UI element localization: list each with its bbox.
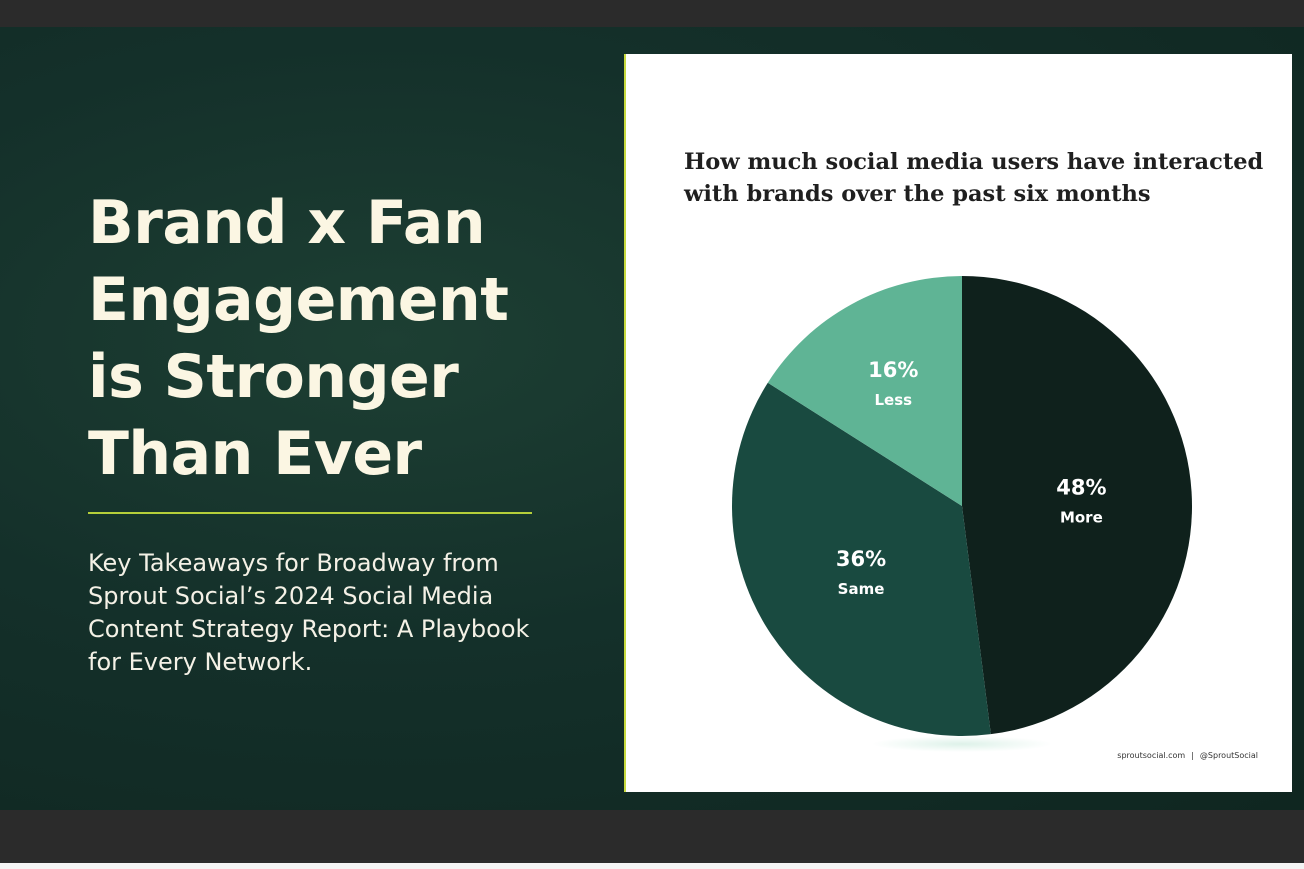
pie-shadow xyxy=(872,736,1052,752)
headline-line-1: Brand x Fan xyxy=(88,188,486,258)
pie-slice-more xyxy=(962,276,1193,735)
pie-label-value-more: 48% xyxy=(1056,475,1106,499)
letterbox-bottom xyxy=(0,810,1304,863)
chart-title-line-1: How much social media users have interac… xyxy=(684,149,1264,175)
pie-label-value-same: 36% xyxy=(836,547,886,571)
footer-site: sproutsocial.com xyxy=(1117,751,1186,760)
accent-divider xyxy=(88,512,532,514)
headline-line-2: Engagement xyxy=(88,265,509,335)
subtitle-line-1: Key Takeaways for Broadway from xyxy=(88,549,499,577)
pie-label-category-less: Less xyxy=(875,391,913,409)
chart-card: How much social media users have interac… xyxy=(624,54,1292,792)
pie-labels: 48% More 36% Same 16% Less xyxy=(836,358,1107,598)
subtitle-line-4: for Every Network. xyxy=(88,648,313,676)
chart-title: How much social media users have interac… xyxy=(684,146,1284,210)
pie-slice-less xyxy=(767,276,962,506)
subtitle-line-3: Content Strategy Report: A Playbook xyxy=(88,615,530,643)
pie-slices xyxy=(731,276,1193,737)
footer-handle: @SproutSocial xyxy=(1199,751,1258,760)
pie-label-value-less: 16% xyxy=(868,358,918,382)
headline-line-4: Than Ever xyxy=(88,419,422,489)
pie-label-category-more: More xyxy=(1060,508,1103,526)
letterbox-top xyxy=(0,0,1304,27)
slide: Brand x Fan Engagement is Stronger Than … xyxy=(0,27,1304,810)
pie-chart: 48% More 36% Same 16% Less xyxy=(731,276,1193,752)
slide-subtitle: Key Takeaways for Broadway from Sprout S… xyxy=(88,547,608,679)
card-footer: sproutsocial.com | @SproutSocial xyxy=(1117,751,1258,760)
pie-label-category-same: Same xyxy=(838,580,885,598)
slide-headline: Brand x Fan Engagement is Stronger Than … xyxy=(88,185,608,493)
chart-title-line-2: with brands over the past six months xyxy=(684,181,1151,207)
headline-line-3: is Stronger xyxy=(88,342,459,412)
footer-separator: | xyxy=(1191,751,1194,760)
subtitle-line-2: Sprout Social’s 2024 Social Media xyxy=(88,582,494,610)
pie-slice-same xyxy=(731,382,991,737)
bottom-strip xyxy=(0,863,1304,869)
